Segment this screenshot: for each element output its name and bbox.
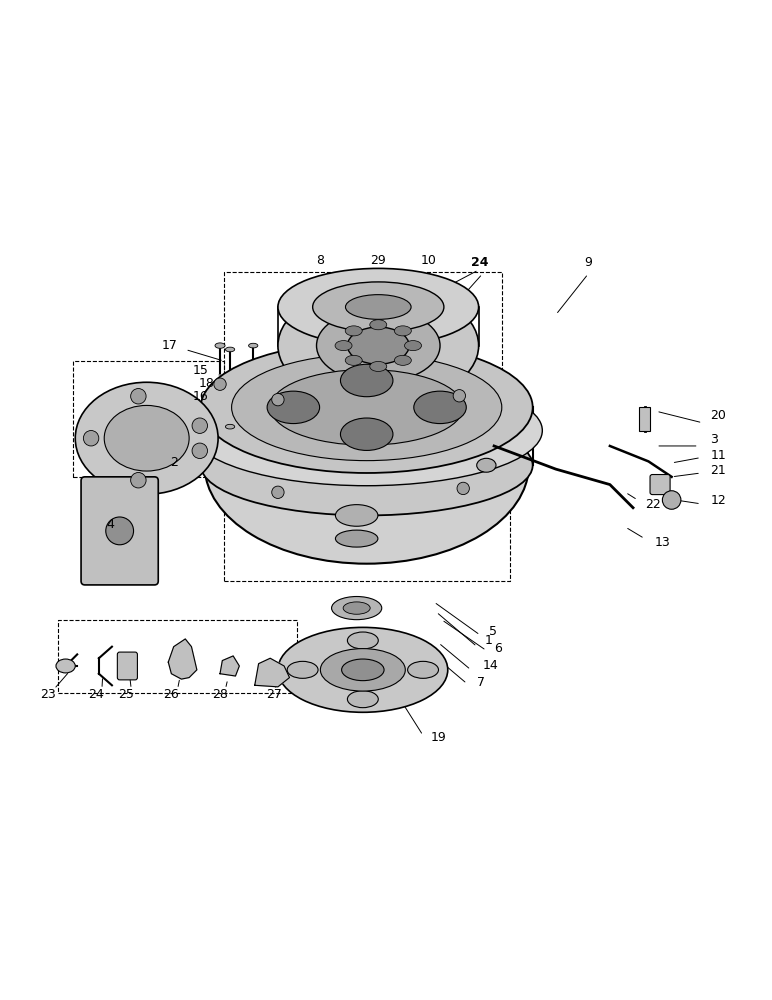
- Ellipse shape: [332, 596, 381, 620]
- Polygon shape: [168, 639, 197, 679]
- Circle shape: [106, 517, 134, 545]
- Text: 24: 24: [472, 256, 489, 269]
- Ellipse shape: [394, 355, 411, 365]
- Ellipse shape: [405, 341, 422, 351]
- Text: 2: 2: [170, 456, 178, 469]
- Text: 21: 21: [710, 464, 726, 477]
- Ellipse shape: [225, 424, 235, 429]
- Ellipse shape: [205, 367, 529, 564]
- Ellipse shape: [345, 326, 362, 336]
- Text: 19: 19: [431, 731, 446, 744]
- FancyBboxPatch shape: [650, 475, 670, 495]
- Ellipse shape: [341, 659, 384, 681]
- Text: 25: 25: [118, 688, 134, 701]
- Ellipse shape: [267, 391, 320, 424]
- Text: 28: 28: [212, 688, 228, 701]
- Circle shape: [272, 393, 284, 406]
- Ellipse shape: [343, 602, 371, 614]
- Bar: [58, 620, 297, 693]
- Text: 17: 17: [161, 339, 178, 352]
- Text: 27: 27: [266, 688, 282, 701]
- Circle shape: [192, 418, 208, 433]
- Circle shape: [192, 443, 208, 459]
- Ellipse shape: [345, 355, 362, 365]
- Text: 29: 29: [371, 254, 386, 267]
- Ellipse shape: [340, 364, 393, 397]
- FancyBboxPatch shape: [81, 477, 158, 585]
- Bar: [224, 272, 502, 376]
- Text: 11: 11: [710, 449, 726, 462]
- Ellipse shape: [477, 458, 496, 472]
- Text: 16: 16: [193, 390, 208, 403]
- Text: 9: 9: [584, 256, 592, 269]
- Ellipse shape: [317, 309, 440, 382]
- Ellipse shape: [249, 343, 258, 348]
- Circle shape: [272, 486, 284, 498]
- Ellipse shape: [320, 649, 405, 691]
- FancyBboxPatch shape: [117, 652, 137, 680]
- Ellipse shape: [414, 391, 466, 424]
- Text: 6: 6: [494, 642, 502, 655]
- Ellipse shape: [201, 415, 533, 515]
- Ellipse shape: [278, 286, 479, 405]
- Ellipse shape: [287, 661, 318, 678]
- Ellipse shape: [340, 418, 393, 450]
- Circle shape: [130, 473, 146, 488]
- Text: 24: 24: [89, 688, 104, 701]
- Text: 13: 13: [655, 536, 670, 549]
- Ellipse shape: [370, 320, 387, 330]
- Polygon shape: [255, 658, 290, 687]
- Bar: [224, 376, 510, 581]
- Ellipse shape: [345, 295, 411, 319]
- Text: 18: 18: [198, 377, 215, 390]
- Ellipse shape: [370, 361, 387, 371]
- Text: 22: 22: [645, 498, 661, 511]
- Polygon shape: [220, 656, 239, 676]
- Bar: [639, 407, 650, 431]
- Bar: [73, 361, 224, 477]
- Ellipse shape: [394, 326, 411, 336]
- Circle shape: [130, 389, 146, 404]
- Text: 14: 14: [482, 659, 498, 672]
- Ellipse shape: [270, 370, 463, 445]
- Circle shape: [457, 482, 469, 495]
- Ellipse shape: [191, 375, 542, 486]
- Ellipse shape: [278, 268, 479, 346]
- Ellipse shape: [76, 382, 218, 494]
- Ellipse shape: [56, 659, 75, 673]
- Ellipse shape: [225, 347, 235, 352]
- Ellipse shape: [201, 342, 533, 473]
- Text: 3: 3: [710, 433, 718, 446]
- Ellipse shape: [335, 530, 378, 547]
- Text: 8: 8: [317, 254, 324, 267]
- Ellipse shape: [335, 505, 378, 526]
- Ellipse shape: [347, 691, 378, 708]
- Ellipse shape: [218, 409, 516, 529]
- Circle shape: [214, 378, 226, 390]
- Text: 26: 26: [164, 688, 179, 701]
- Ellipse shape: [278, 627, 448, 712]
- Ellipse shape: [347, 632, 378, 649]
- Ellipse shape: [347, 327, 409, 364]
- Text: 7: 7: [477, 676, 485, 689]
- Circle shape: [662, 491, 681, 509]
- Ellipse shape: [215, 343, 225, 348]
- Ellipse shape: [232, 354, 502, 461]
- Circle shape: [83, 431, 99, 446]
- Ellipse shape: [313, 282, 444, 332]
- Text: 4: 4: [107, 518, 114, 531]
- Text: 5: 5: [489, 625, 496, 638]
- Text: 1: 1: [485, 634, 493, 647]
- Circle shape: [453, 390, 466, 402]
- Text: 15: 15: [192, 364, 208, 377]
- Text: 23: 23: [40, 688, 56, 701]
- Ellipse shape: [335, 341, 352, 351]
- Ellipse shape: [408, 661, 438, 678]
- Text: 12: 12: [710, 493, 726, 506]
- Text: 10: 10: [421, 254, 436, 267]
- Text: 20: 20: [710, 409, 726, 422]
- Ellipse shape: [104, 405, 189, 471]
